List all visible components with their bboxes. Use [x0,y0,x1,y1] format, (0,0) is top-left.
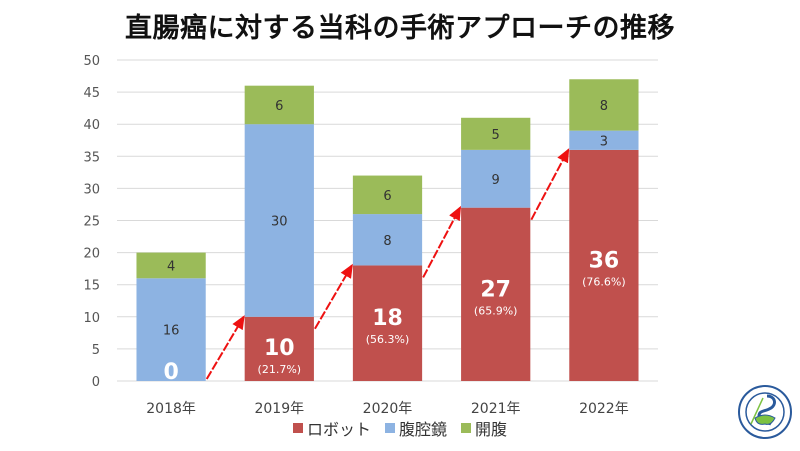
bar-2-1 [244,85,314,125]
y-tick-label: 45 [83,86,100,101]
data-label-2: 6 [275,99,283,114]
x-tick-label: 2018年 [146,401,196,417]
data-label-1: 9 [492,173,500,188]
data-label-robot: 0 [163,360,178,385]
legend-item: ロボット [292,416,371,440]
data-label-2: 5 [492,128,500,143]
y-tick-label: 40 [83,118,100,133]
bar-2-3 [461,117,531,150]
legend-swatch [461,423,471,433]
society-logo-icon [738,385,792,439]
trend-arrow [314,263,353,330]
bar-2-2 [352,175,423,215]
bar-0-3 [461,207,531,381]
data-label-robot: 10 [264,336,295,361]
data-label-1: 8 [383,234,391,249]
legend-label: ロボット [306,420,371,439]
data-label-percent: (65.9%) [474,304,518,317]
x-tick-label: 2020年 [363,401,413,417]
x-tick-label: 2021年 [471,401,521,417]
legend: ロボット 腹腔鏡 開腹 [0,416,800,440]
y-tick-label: 15 [83,279,100,294]
data-label-percent: (56.3%) [366,333,410,346]
data-label-robot: 36 [589,248,620,273]
data-label-robot: 27 [480,277,511,302]
x-tick-label: 2019年 [254,401,304,417]
bar-1-4 [569,130,639,150]
legend-item: 腹腔鏡 [384,416,447,440]
bar-0-2 [352,265,423,381]
bar-1-2 [352,214,423,266]
legend-label: 腹腔鏡 [398,420,447,439]
y-tick-label: 50 [83,54,100,69]
trend-arrow [205,315,245,380]
data-label-2: 6 [383,189,391,204]
chart-title: 直腸癌に対する当科の手術アプローチの推移 [125,13,675,44]
bar-1-3 [461,149,531,208]
bar-2-0 [136,252,206,279]
data-label-robot: 18 [372,306,403,331]
bar-0-4 [569,149,639,381]
legend-swatch [384,423,395,433]
trend-arrow [422,205,462,278]
data-label-1: 3 [600,134,608,149]
trend-arrow [530,148,570,221]
bar-1-1 [244,124,314,317]
data-label-2: 8 [600,99,608,114]
data-label-2: 4 [167,259,175,274]
data-label-1: 16 [163,324,180,339]
bar-0-1 [244,316,314,381]
y-tick-label: 10 [83,311,100,326]
legend-swatch [292,423,303,433]
data-label-percent: (76.6%) [582,275,626,288]
legend-item: 開腹 [461,416,507,440]
y-tick-label: 20 [83,247,100,262]
y-tick-label: 0 [92,375,100,390]
data-label-percent: (21.7%) [258,363,302,376]
y-tick-label: 25 [83,215,100,230]
bar-1-0 [136,278,206,381]
y-tick-label: 5 [92,343,100,358]
bar-2-4 [569,79,639,131]
y-tick-label: 30 [83,182,100,197]
data-label-1: 30 [271,215,288,230]
y-tick-label: 35 [83,150,100,165]
x-tick-label: 2022年 [579,401,629,417]
legend-label: 開腹 [475,420,508,439]
